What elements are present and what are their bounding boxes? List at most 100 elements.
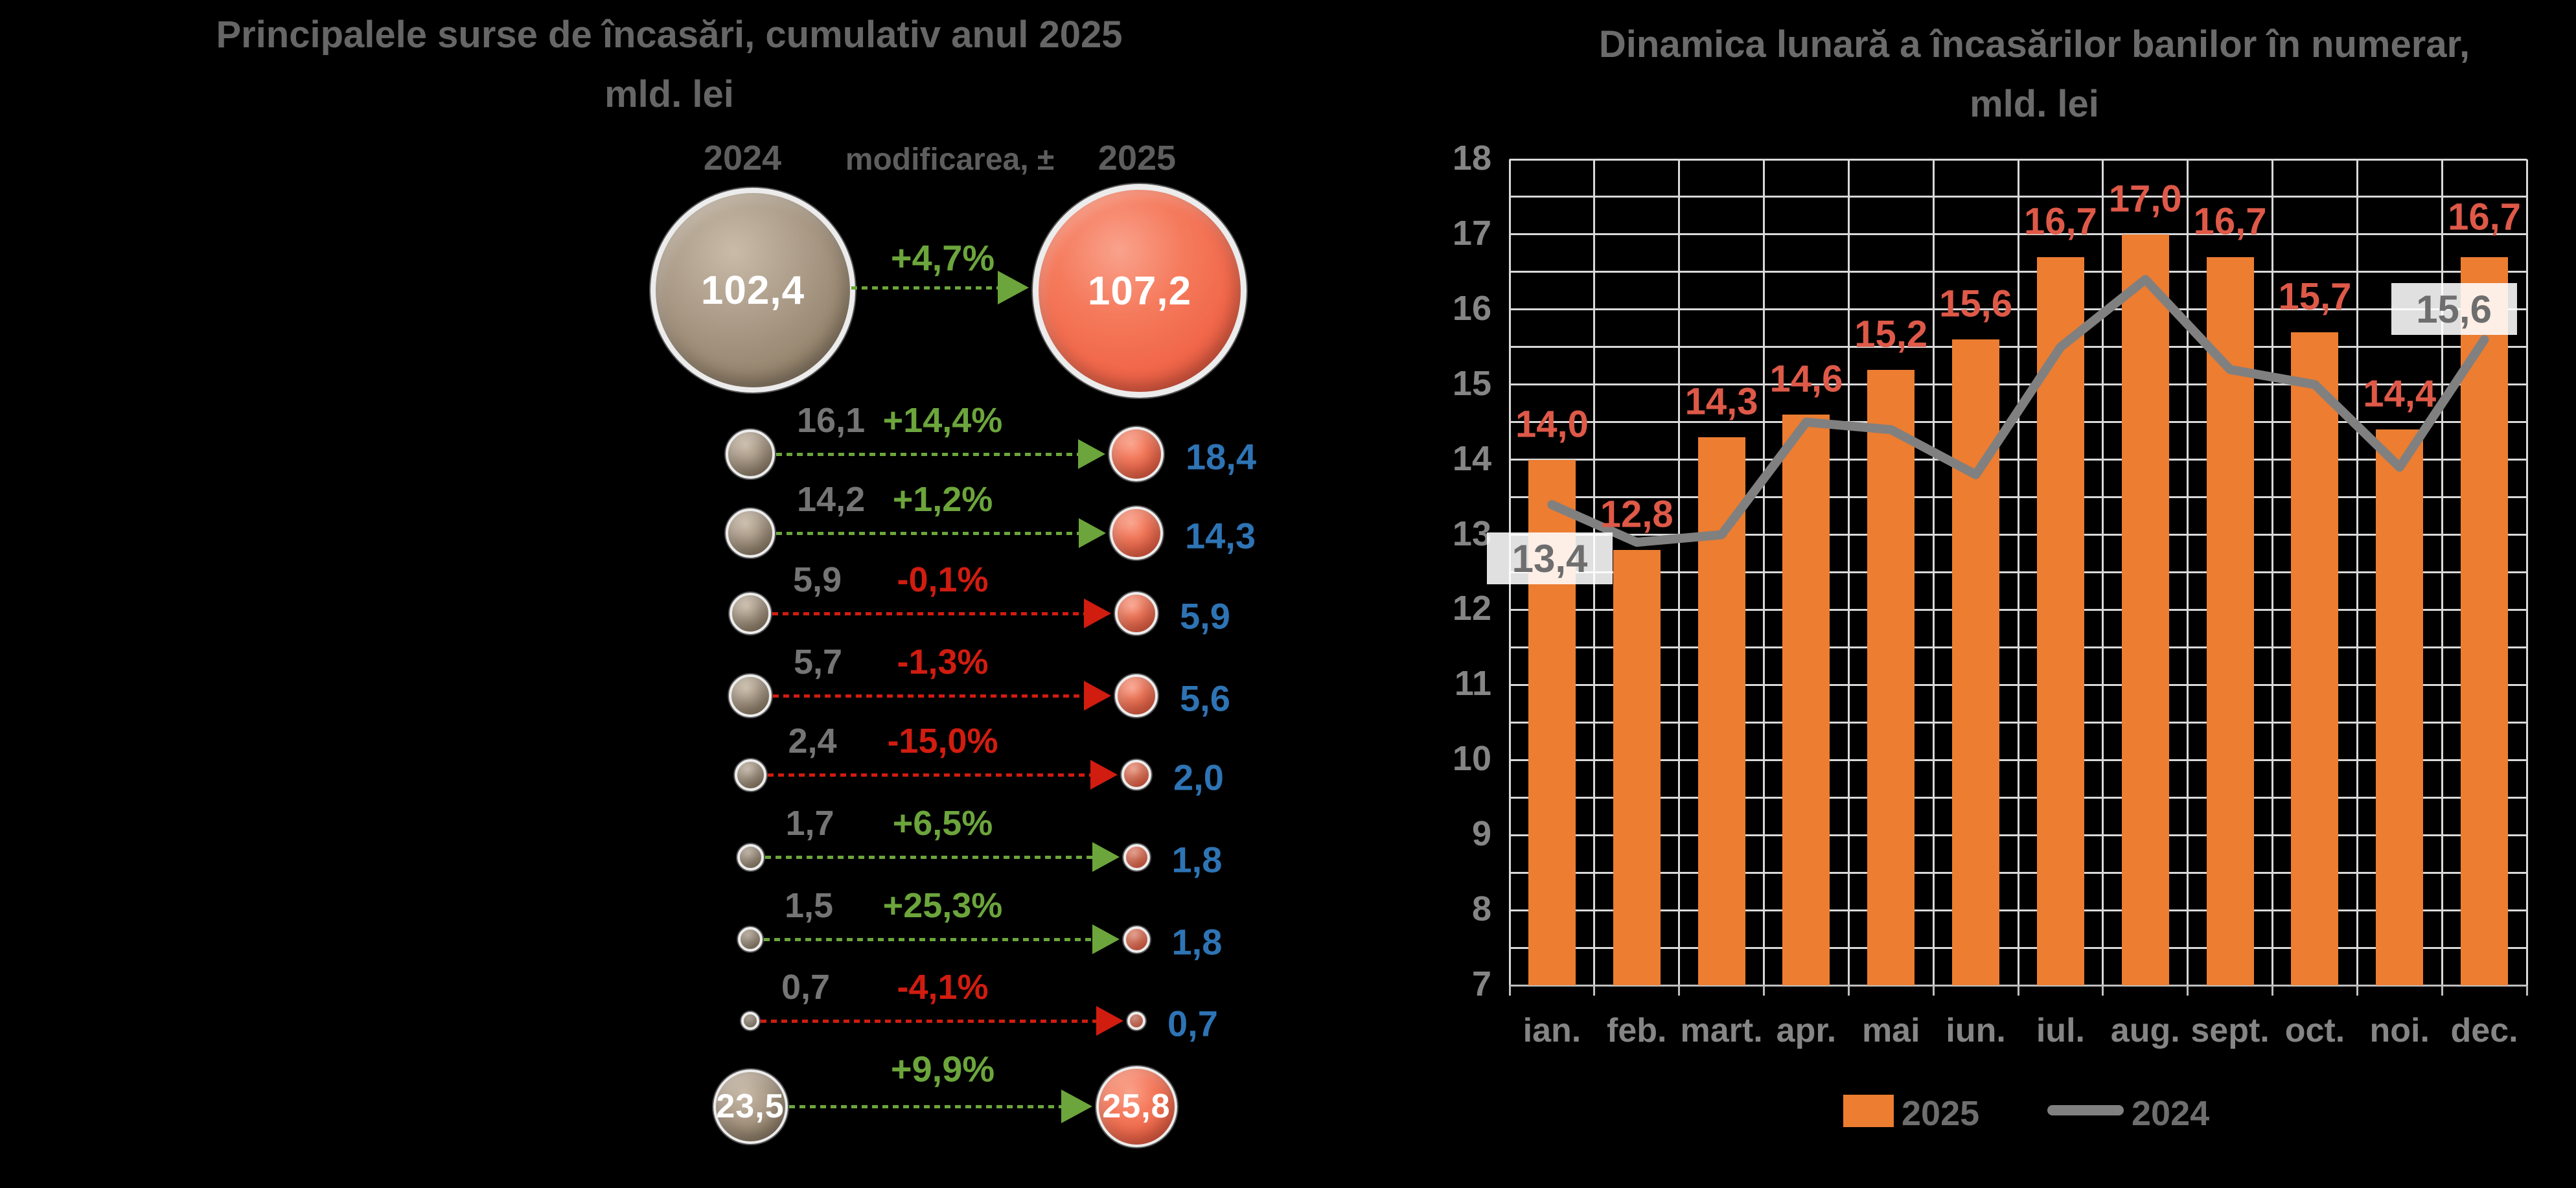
bubble-2025-row7 xyxy=(1123,926,1150,953)
legend-line-swatch xyxy=(2047,1105,2124,1115)
value-2025-row8: 0,7 xyxy=(1167,1003,1218,1044)
x-axis-tick-8 xyxy=(2187,985,2189,996)
y-tick-12: 12 xyxy=(1452,589,1491,628)
bubble-chart-panel: Principalele surse de încasări, cumulati… xyxy=(216,14,1256,1147)
gridline-v-9 xyxy=(2271,159,2273,985)
bar-2025-oct. xyxy=(2291,332,2339,985)
y-tick-10: 10 xyxy=(1452,739,1491,779)
bubble-value-2024: 102,4 xyxy=(700,268,805,313)
gridline-v-6 xyxy=(2017,159,2019,985)
bar-label-sept.: 16,7 xyxy=(2193,200,2267,243)
x-axis-tick-3 xyxy=(1763,985,1765,996)
gridline-v-12 xyxy=(2525,159,2528,985)
bubble-value-2025: 107,2 xyxy=(1087,268,1192,314)
bar-2025-mai xyxy=(1867,369,1915,985)
change-arrow-row6 xyxy=(765,856,1092,859)
value-2024-row5: 2,4 xyxy=(788,722,837,760)
change-label-row9: +9,9% xyxy=(890,1048,995,1090)
y-tick-9: 9 xyxy=(1471,814,1491,854)
gridline-v-7 xyxy=(2102,159,2104,985)
gridline-v-4 xyxy=(1847,159,1850,985)
value-2024-row1: 16,1 xyxy=(797,401,866,440)
x-axis-tick-10 xyxy=(2356,985,2358,996)
x-tick-iul.: iul. xyxy=(2036,1012,2085,1049)
bubble-2025-row4 xyxy=(1115,674,1158,717)
bubble-2024-row7 xyxy=(738,927,763,952)
y-tick-14: 14 xyxy=(1452,439,1491,478)
x-tick-dec.: dec. xyxy=(2450,1012,2518,1049)
bubble-2025-row5 xyxy=(1121,760,1151,790)
change-arrow-row0 xyxy=(851,286,998,290)
left-chart-subtitle: mld. lei xyxy=(604,73,734,115)
change-arrow-row2 xyxy=(776,532,1079,535)
right-chart-title: Dinamica lunară a încasărilor banilor în… xyxy=(1598,23,2470,65)
bar-label-feb.: 12,8 xyxy=(1600,493,1673,536)
y-tick-16: 16 xyxy=(1452,288,1491,328)
bar-2025-dec. xyxy=(2461,257,2509,985)
bubble-2025-row8 xyxy=(1127,1012,1145,1030)
gridline-v-10 xyxy=(2356,159,2358,985)
gridline-v-3 xyxy=(1763,159,1765,985)
plot-area: 7 8 9 10 11 12 13 14 15 16 17 18 14,0 12,8 14,3 14,6 15,… xyxy=(1361,0,2576,1188)
x-axis-tick-2 xyxy=(1678,985,1681,996)
x-tick-feb.: feb. xyxy=(1607,1012,1667,1049)
x-axis-tick-4 xyxy=(1847,985,1850,996)
bubble-2024-row4 xyxy=(729,674,772,717)
x-axis-tick-1 xyxy=(1593,985,1596,996)
column-header-2024: 2024 xyxy=(703,139,782,177)
value-2025-row4: 5,6 xyxy=(1180,678,1230,719)
bubble-value-2025: 25,8 xyxy=(1102,1088,1171,1125)
x-axis-tick-0 xyxy=(1508,985,1511,996)
arrow-head-row8 xyxy=(1096,1006,1123,1036)
arrow-head-row9 xyxy=(1061,1090,1092,1123)
value-2024-row8: 0,7 xyxy=(781,968,831,1007)
gridline-v-5 xyxy=(1932,159,1935,985)
y-tick-8: 8 xyxy=(1471,889,1491,929)
column-header-2025: 2025 xyxy=(1098,139,1177,177)
change-label-row0: +4,7% xyxy=(890,237,995,279)
x-axis-tick-5 xyxy=(1932,985,1935,996)
bubble-value-2024: 23,5 xyxy=(716,1088,785,1125)
y-tick-18: 18 xyxy=(1452,139,1491,177)
value-2024-row2: 14,2 xyxy=(797,480,866,519)
value-2025-row6: 1,8 xyxy=(1171,839,1223,880)
x-tick-noi.: noi. xyxy=(2369,1012,2430,1049)
bubble-2024-row3 xyxy=(730,593,771,634)
change-arrow-row5 xyxy=(767,773,1090,777)
change-label-row1: +14,4% xyxy=(882,401,1003,440)
y-tick-17: 17 xyxy=(1452,213,1491,253)
x-axis-tick-9 xyxy=(2271,985,2273,996)
gridline-v-2 xyxy=(1678,159,1681,985)
change-arrow-row8 xyxy=(761,1020,1096,1023)
line-2024 xyxy=(1547,275,2489,547)
change-label-row8: -4,1% xyxy=(897,968,989,1007)
bar-2025-noi. xyxy=(2376,429,2424,985)
column-header-change: modificarea, ± xyxy=(845,143,1055,177)
bubble-2025-row3 xyxy=(1115,592,1158,635)
change-label-row2: +1,2% xyxy=(892,480,993,519)
value-2024-row4: 5,7 xyxy=(794,643,843,681)
bubble-2025-row9: 25,8 xyxy=(1096,1066,1177,1147)
y-tick-7: 7 xyxy=(1471,965,1491,1003)
change-arrow-row7 xyxy=(764,938,1092,941)
legend-label-2024: 2024 xyxy=(2132,1094,2210,1133)
change-label-row5: -15,0% xyxy=(887,722,998,760)
x-tick-apr.: apr. xyxy=(1776,1012,1837,1049)
x-tick-mart.: mart. xyxy=(1680,1012,1763,1049)
bar-2025-sept. xyxy=(2206,257,2254,985)
change-label-row7: +25,3% xyxy=(882,886,1003,925)
arrow-head-row3 xyxy=(1084,599,1111,628)
bar-2025-feb. xyxy=(1613,549,1661,985)
bubble-2024-row1 xyxy=(726,429,775,479)
arrow-head-row6 xyxy=(1092,842,1120,872)
value-2025-row2: 14,3 xyxy=(1185,515,1256,556)
arrow-head-row4 xyxy=(1084,681,1111,711)
gridline-v-8 xyxy=(2187,159,2189,985)
gridline-v-11 xyxy=(2441,159,2443,985)
bar-label-mart.: 14,3 xyxy=(1685,380,1758,423)
bar-line-chart-panel: Dinamica lunară a încasărilor banilor în… xyxy=(1361,0,2576,1188)
value-2025-row3: 5,9 xyxy=(1180,595,1230,637)
bar-label-iun.: 15,6 xyxy=(1939,282,2013,325)
bubble-2025-row0: 107,2 xyxy=(1033,184,1247,398)
